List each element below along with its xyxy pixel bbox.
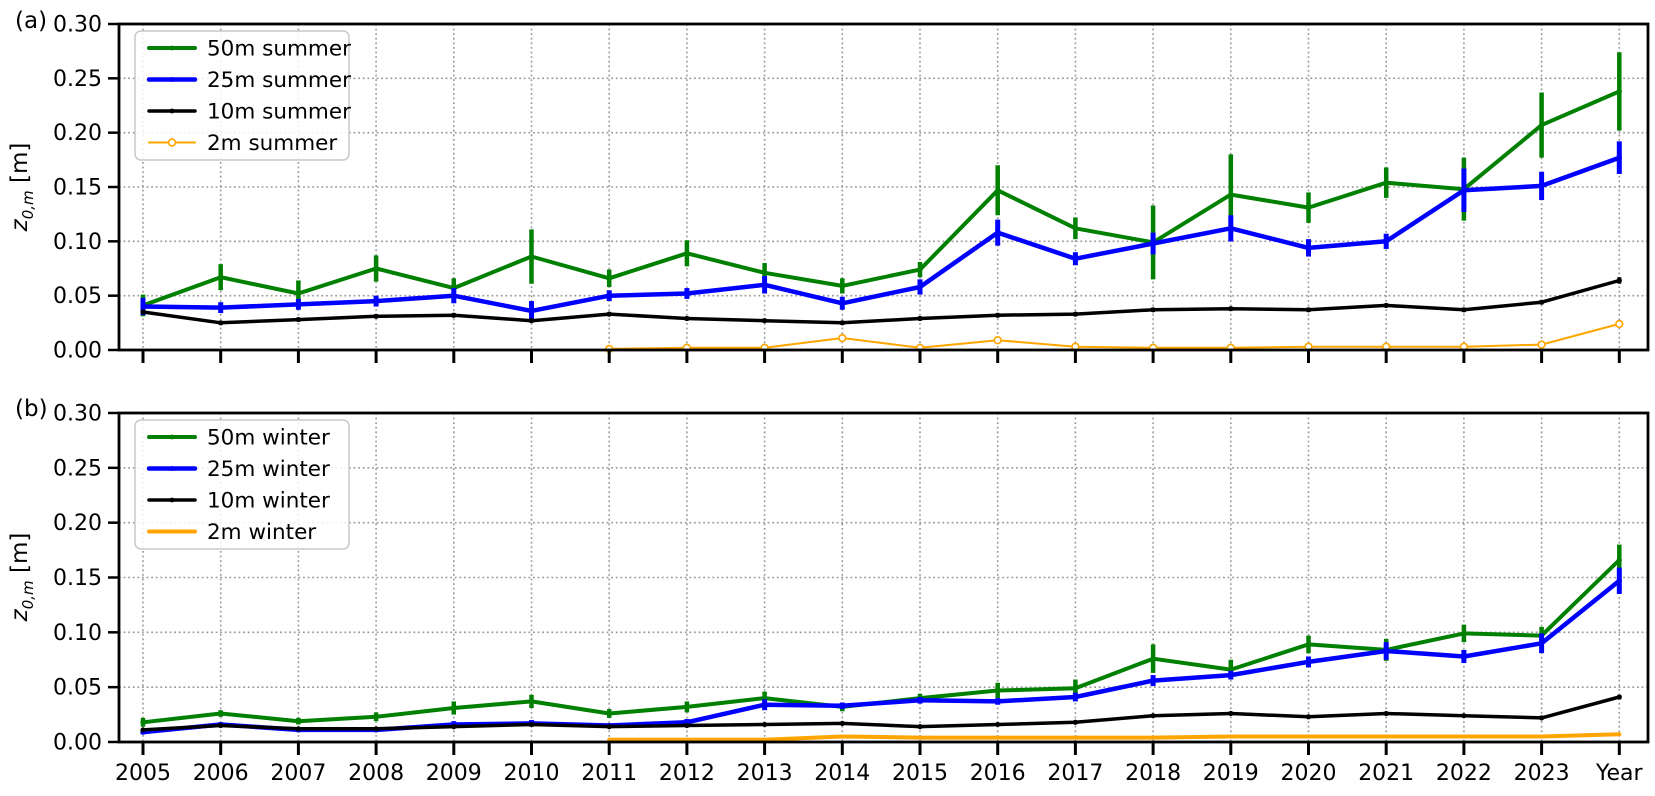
- legend-label: 25m winter: [207, 457, 330, 482]
- series-2m-winter: [607, 732, 1622, 742]
- legend-label: 2m summer: [207, 131, 337, 156]
- y-tick-label: 0.00: [53, 731, 102, 756]
- x-tick-label: 2012: [659, 761, 715, 786]
- x-tick-label: 2007: [270, 761, 326, 786]
- ylabel-subscript: 0,m: [18, 190, 37, 220]
- series-25m-winter: [140, 567, 1622, 735]
- x-tick-label: 2022: [1436, 761, 1492, 786]
- y-tick-label: 0.10: [53, 230, 102, 255]
- y-tick-label: 0.20: [53, 511, 102, 536]
- legend-item-25m-winter: 25m winter: [146, 457, 330, 482]
- x-tick-label: 2011: [581, 761, 637, 786]
- legend-label: 10m winter: [207, 489, 330, 514]
- x-tick-label: 2014: [814, 761, 870, 786]
- y-tick-label: 0.25: [53, 67, 102, 92]
- legend-label: 2m winter: [207, 520, 316, 545]
- x-tick-label: 2017: [1047, 761, 1103, 786]
- series-10m-summer: [140, 277, 1622, 326]
- y-tick-label: 0.05: [53, 676, 102, 701]
- y-axis-label-panel-b: z0,m [m]: [7, 533, 37, 622]
- x-tick-label: 2008: [348, 761, 404, 786]
- x-tick-label: 2020: [1281, 761, 1337, 786]
- y-tick-label: 0.30: [53, 402, 102, 427]
- x-tick-label: 2013: [737, 761, 793, 786]
- x-tick-label: 2018: [1125, 761, 1181, 786]
- x-tick-label: 2023: [1514, 761, 1570, 786]
- legend-item-25m-summer: 25m summer: [146, 68, 351, 93]
- x-tick-label: 2006: [193, 761, 249, 786]
- y-tick-label: 0.00: [53, 339, 102, 364]
- ylabel-unit: [m]: [7, 532, 34, 574]
- ticks-panel-b: 0.00 0.05 0.10 0.15 0.20 0.25 0.30 2005 2006 2007…: [53, 402, 1644, 787]
- ylabel-subscript: 0,m: [18, 580, 37, 610]
- y-tick-label: 0.10: [53, 621, 102, 646]
- y-tick-label: 0.25: [53, 456, 102, 481]
- legend-item-10m-winter: 10m winter: [147, 489, 330, 514]
- legend-item-2m-summer: 2m summer: [148, 131, 337, 156]
- x-tick-label: 2019: [1203, 761, 1259, 786]
- x-tick-label: 2005: [115, 761, 171, 786]
- legend-label: 50m winter: [207, 426, 330, 451]
- x-axis-title: Year: [1595, 761, 1644, 786]
- gridlines-panel-b: [119, 413, 1648, 742]
- legend-item-50m-summer: 50m summer: [147, 37, 351, 62]
- ticks-panel-a: 0.00 0.05 0.10 0.15 0.20 0.25 0.30: [53, 13, 1621, 364]
- ylabel-base: z: [7, 219, 34, 232]
- legend-panel-b: 50m winter 25m winter 10m winter 2m winter: [134, 419, 350, 550]
- legend-panel-a: 50m summer 25m summer 10m summer 2m summer: [134, 30, 351, 161]
- panel-a: 0.00 0.05 0.10 0.15 0.20 0.25 0.30 50m summer 25…: [53, 13, 1650, 364]
- legend-label: 50m summer: [207, 37, 351, 62]
- legend-item-10m-summer: 10m summer: [147, 100, 351, 125]
- x-tick-label: 2009: [426, 761, 482, 786]
- y-tick-label: 0.30: [53, 13, 102, 38]
- ylabel-unit: [m]: [7, 142, 34, 184]
- panel-a-label: (a): [15, 8, 48, 34]
- series-10m-winter: [140, 694, 1622, 733]
- panel-b-label: (b): [15, 396, 48, 422]
- x-tick-label: 2016: [970, 761, 1026, 786]
- legend-item-50m-winter: 50m winter: [147, 426, 330, 451]
- x-tick-label: 2021: [1358, 761, 1414, 786]
- series-50m-summer: [140, 52, 1622, 317]
- ylabel-base: z: [7, 609, 34, 622]
- series-50m-winter: [140, 544, 1622, 727]
- y-tick-label: 0.15: [53, 566, 102, 591]
- panel-b: 0.00 0.05 0.10 0.15 0.20 0.25 0.30 2005 2006 2007…: [53, 402, 1650, 787]
- x-tick-label: 2010: [504, 761, 560, 786]
- y-tick-label: 0.15: [53, 176, 102, 201]
- y-tick-label: 0.20: [53, 121, 102, 146]
- y-tick-label: 0.05: [53, 284, 102, 309]
- series-2m-summer: [604, 319, 1624, 354]
- legend-item-2m-winter: 2m winter: [147, 520, 316, 545]
- x-tick-label: 2015: [892, 761, 948, 786]
- series-25m-summer: [140, 141, 1622, 321]
- y-axis-label-panel-a: z0,m [m]: [7, 143, 37, 232]
- legend-label: 25m summer: [207, 68, 351, 93]
- legend-label: 10m summer: [207, 100, 351, 125]
